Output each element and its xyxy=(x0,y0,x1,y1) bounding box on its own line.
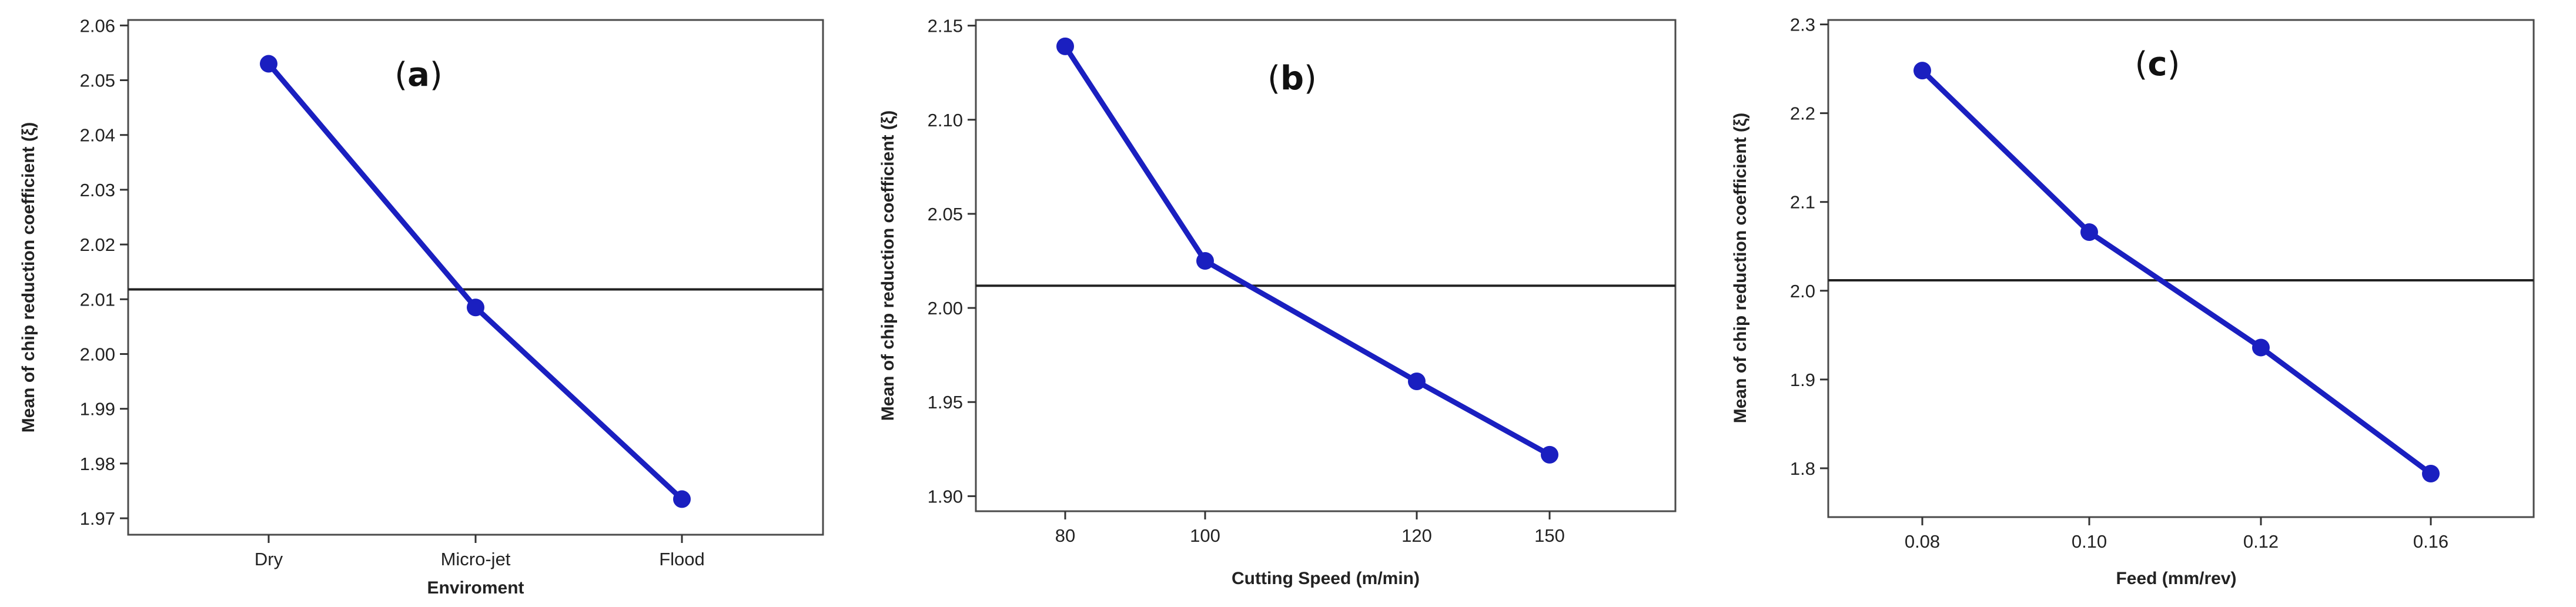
panel-c-y-axis-label: Mean of chip reduction coefficient (ξ) xyxy=(1731,113,1750,423)
panel-c-label: (c) xyxy=(2135,45,2180,83)
panel-a-x-tick-label: Flood xyxy=(659,549,705,569)
panel-b-x-axis-label: Cutting Speed (m/min) xyxy=(1232,569,1420,588)
panel-c-y-tick-label: 2.0 xyxy=(1790,281,1815,301)
panel-a: 1.97 1.98 1.99 2.00 2.01 2.02 2.03 2.04 2.05 2.06… xyxy=(19,15,824,598)
panel-a-points xyxy=(260,55,691,508)
panel-b-y-tick-label: 2.05 xyxy=(928,204,963,224)
panel-c-x-tick-label: 0.10 xyxy=(2072,531,2107,552)
panel-c-y-tick-label: 2.1 xyxy=(1790,192,1815,213)
panel-a-y-tick-label: 2.00 xyxy=(80,344,115,364)
panel-c-y-tick-label: 2.3 xyxy=(1790,15,1815,35)
panel-a-y-tick-label: 2.05 xyxy=(80,71,115,91)
panel-c-x-tick-label: 0.12 xyxy=(2243,531,2279,552)
panel-a-frame xyxy=(127,19,824,536)
panel-b-y-tick-label: 2.10 xyxy=(928,110,963,130)
panel-b-point-100 xyxy=(1196,251,1214,270)
panel-a-x-tick-label: Dry xyxy=(255,549,283,569)
panel-b-y-tick-label: 2.00 xyxy=(928,298,963,318)
panel-b-y-tick-label: 1.90 xyxy=(928,486,963,507)
panel-b-x-tick-label: 100 xyxy=(1190,525,1220,546)
panel-b-point-80 xyxy=(1056,37,1074,55)
panel-a-y-tick-label: 2.06 xyxy=(80,15,115,36)
panel-c-x-ticks: 0.08 0.10 0.12 0.16 xyxy=(1905,517,2448,552)
panel-a-y-tick-label: 2.02 xyxy=(80,234,115,255)
panel-a-x-ticks: Dry Micro-jet Flood xyxy=(255,535,705,569)
panel-c-letter: c xyxy=(2147,45,2167,83)
panel-b-points xyxy=(1056,37,1558,464)
panel-c-point-0.16 xyxy=(2422,464,2440,482)
panel-b-x-tick-label: 120 xyxy=(1401,525,1432,546)
panel-c-y-tick-label: 1.9 xyxy=(1790,370,1815,390)
panel-b-x-tick-label: 150 xyxy=(1534,525,1565,546)
panel-a-x-axis-label: Enviroment xyxy=(427,578,524,598)
panel-a-y-tick-label: 2.04 xyxy=(80,125,115,146)
panel-a-y-tick-label: 1.97 xyxy=(80,508,115,529)
panel-a-y-axis-label: Mean of chip reduction coefficient (ξ) xyxy=(19,122,38,432)
panel-a-point-Micro-jet xyxy=(467,299,484,317)
panel-a-point-Flood xyxy=(673,490,691,508)
panel-a-x-tick-label: Micro-jet xyxy=(441,549,511,569)
panel-a-letter: a xyxy=(407,56,430,94)
panel-c-point-0.10 xyxy=(2080,223,2098,242)
panel-c-x-axis-label: Feed (mm/rev) xyxy=(2116,569,2236,588)
panel-b-series-line xyxy=(1063,45,1551,457)
panel-a-y-tick-label: 2.01 xyxy=(80,289,115,310)
panel-c-point-0.12 xyxy=(2252,338,2270,357)
panel-a-label: (a) xyxy=(394,56,443,94)
panel-b-point-120 xyxy=(1408,372,1426,390)
panel-a-y-tick-label: 2.03 xyxy=(80,180,115,200)
panel-b-x-ticks: 80 100 120 150 xyxy=(1055,511,1565,546)
panel-a-y-tick-label: 1.99 xyxy=(80,399,115,420)
panel-c-frame xyxy=(1827,19,2535,518)
panel-b-label: (b) xyxy=(1267,59,1317,98)
panel-c-y-tick-label: 1.8 xyxy=(1790,458,1815,479)
panel-b-x-tick-label: 80 xyxy=(1055,525,1075,546)
panel-c-x-tick-label: 0.16 xyxy=(2413,531,2448,552)
panel-c-point-0.08 xyxy=(1913,62,1931,80)
panel-b-y-tick-label: 1.95 xyxy=(928,392,963,413)
panel-b-frame xyxy=(975,19,1677,512)
panel-b-y-axis-label: Mean of chip reduction coefficient (ξ) xyxy=(878,110,898,421)
panel-c-series-line xyxy=(1920,68,2433,476)
panel-b: 1.90 1.95 2.00 2.05 2.10 2.15 80 100 120 150 Cut… xyxy=(878,16,1677,588)
panel-a-series-line xyxy=(266,62,684,501)
panel-a-y-tick-label: 1.98 xyxy=(80,454,115,474)
panel-c-points xyxy=(1913,62,2440,482)
panel-a-y-ticks: 1.97 1.98 1.99 2.00 2.01 2.02 2.03 2.04 2.05 2.06 xyxy=(80,15,128,529)
panel-b-point-150 xyxy=(1541,445,1558,464)
panel-b-letter: b xyxy=(1280,59,1304,98)
panel-c-y-ticks: 1.8 1.9 2.0 2.1 2.2 2.3 xyxy=(1790,15,1828,479)
panel-c-y-tick-label: 2.2 xyxy=(1790,103,1815,124)
panel-b-y-tick-label: 2.15 xyxy=(928,16,963,36)
panel-c-x-tick-label: 0.08 xyxy=(1905,531,1940,552)
panel-c: 1.8 1.9 2.0 2.1 2.2 2.3 0.08 0.10 0.12 0.16 Feed… xyxy=(1731,15,2535,588)
panel-a-point-Dry xyxy=(260,55,277,73)
panel-b-y-ticks: 1.90 1.95 2.00 2.05 2.10 2.15 xyxy=(928,16,976,507)
